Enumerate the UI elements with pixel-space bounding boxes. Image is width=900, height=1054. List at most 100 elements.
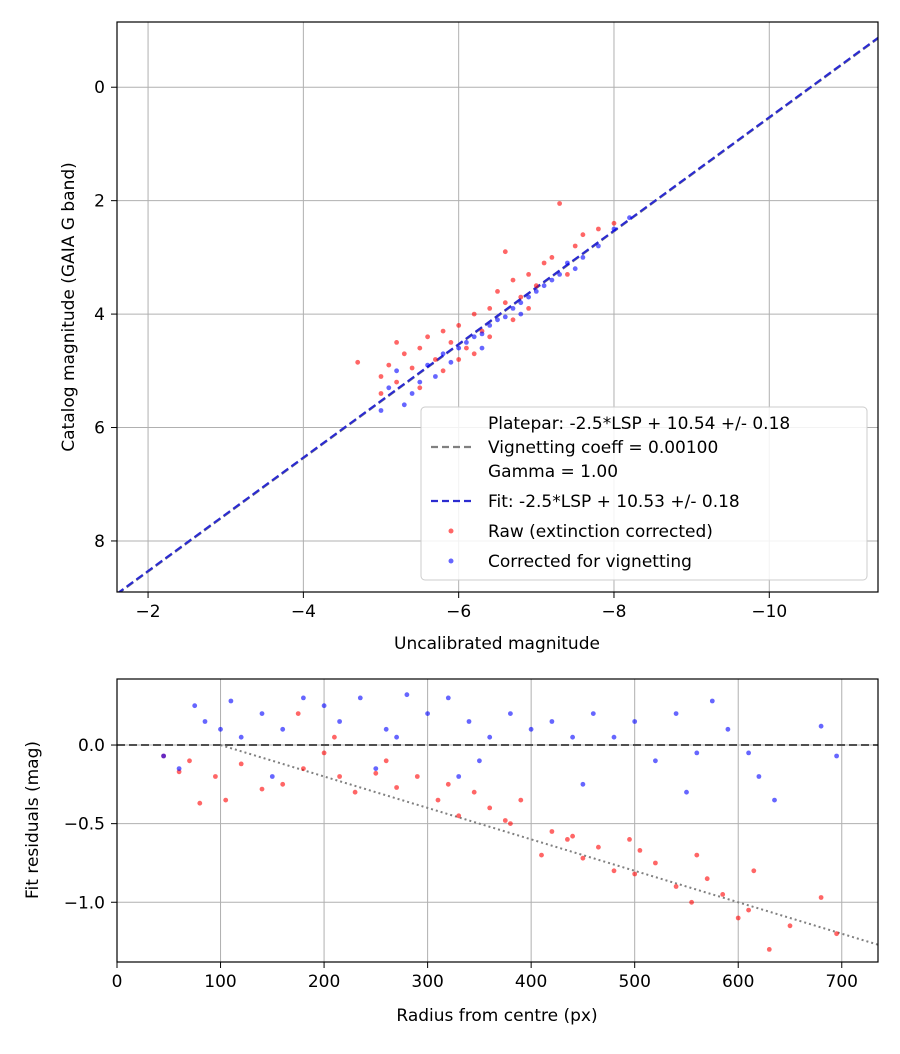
top-raw-point bbox=[394, 340, 399, 345]
bottom-raw-point bbox=[414, 774, 420, 779]
bottom-raw-point bbox=[632, 871, 638, 877]
bottom-corrected-point bbox=[383, 726, 389, 732]
top-x-tick-label: −4 bbox=[291, 602, 316, 622]
bottom-raw-point bbox=[435, 797, 441, 803]
bottom-y-tick-label: −0.5 bbox=[64, 815, 105, 835]
bottom-raw-point bbox=[704, 876, 710, 882]
top-corrected-point bbox=[479, 331, 485, 337]
bottom-corrected-point bbox=[694, 750, 700, 756]
bottom-xticks: 0 100 200 300 400 500 600 700 bbox=[112, 962, 858, 992]
legend-corrected-swatch bbox=[448, 558, 454, 564]
top-y-axis-label: Catalog magnitude (GAIA G band) bbox=[59, 162, 79, 452]
legend-raw-label: Raw (extinction corrected) bbox=[488, 522, 713, 542]
top-corrected-point bbox=[557, 272, 562, 277]
bottom-x-axis-label: Radius from centre (px) bbox=[396, 1006, 597, 1026]
top-x-tick-label: −6 bbox=[446, 602, 471, 622]
bottom-corrected-point bbox=[508, 711, 513, 716]
bottom-x-tick-label: 300 bbox=[411, 972, 443, 992]
bottom-panel: 0 100 200 300 400 500 600 700 0.0 −0.5 −1.0 Radiu… bbox=[23, 678, 879, 1026]
top-corrected-point bbox=[518, 300, 524, 306]
top-corrected-point bbox=[394, 368, 399, 374]
bottom-corrected-point bbox=[709, 698, 715, 704]
top-corrected-point bbox=[386, 385, 392, 391]
top-fit-lines bbox=[117, 36, 878, 592]
bottom-raw-point bbox=[746, 907, 751, 913]
top-corrected-point bbox=[627, 215, 632, 221]
top-x-axis-label: Uncalibrated magnitude bbox=[394, 634, 600, 654]
bottom-points bbox=[161, 692, 839, 952]
legend-gamma-label: Gamma = 1.00 bbox=[488, 462, 618, 482]
bottom-raw-point bbox=[238, 761, 244, 767]
bottom-raw-point bbox=[549, 829, 555, 834]
bottom-raw-point bbox=[187, 758, 192, 764]
bottom-y-axis-label: Fit residuals (mag) bbox=[23, 741, 43, 899]
top-corrected-point bbox=[596, 243, 601, 249]
bottom-raw-point bbox=[751, 868, 757, 874]
bottom-corrected-point bbox=[218, 726, 223, 732]
bottom-corrected-point bbox=[756, 774, 762, 779]
bottom-y-tick-label: −1.0 bbox=[64, 893, 105, 913]
top-corrected-point bbox=[417, 379, 423, 385]
bottom-raw-point bbox=[565, 837, 570, 842]
legend-fit-label: Fit: -2.5*LSP + 10.53 +/- 0.18 bbox=[488, 492, 740, 512]
bottom-raw-point bbox=[373, 770, 379, 776]
bottom-raw-point bbox=[720, 892, 726, 897]
bottom-raw-point bbox=[787, 923, 793, 929]
top-corrected-point bbox=[425, 362, 430, 368]
bottom-corrected-point bbox=[425, 711, 430, 716]
top-axes-frame bbox=[116, 21, 879, 593]
top-raw-point bbox=[409, 365, 415, 371]
bottom-corrected-point bbox=[321, 703, 327, 709]
bottom-corrected-point bbox=[684, 789, 689, 795]
top-corrected-point bbox=[487, 323, 493, 328]
top-raw-point bbox=[572, 243, 578, 249]
bottom-corrected-point bbox=[337, 719, 342, 724]
top-y-tick-label: 0 bbox=[94, 78, 105, 98]
bottom-x-tick-label: 600 bbox=[722, 972, 754, 992]
top-raw-point bbox=[355, 359, 361, 365]
bottom-raw-point bbox=[295, 711, 301, 716]
bottom-plot-area bbox=[117, 679, 878, 962]
bottom-raw-point bbox=[280, 781, 286, 787]
top-panel: −2 −4 −6 −8 −10 0 2 4 6 8 Uncalibrated magnitude… bbox=[59, 21, 879, 654]
top-raw-point bbox=[417, 345, 423, 351]
bottom-raw-point bbox=[653, 860, 658, 866]
top-yticks: 0 2 4 6 8 bbox=[94, 78, 117, 552]
bottom-corrected-point bbox=[590, 711, 596, 716]
legend-raw-swatch bbox=[448, 528, 454, 534]
top-raw-point bbox=[611, 220, 617, 226]
bottom-raw-point bbox=[471, 789, 477, 795]
bottom-x-tick-label: 400 bbox=[515, 972, 547, 992]
top-raw-point bbox=[495, 289, 500, 294]
top-y-tick-label: 2 bbox=[94, 192, 105, 212]
bottom-yticks: 0.0 −0.5 −1.0 bbox=[64, 736, 117, 913]
top-corrected-point bbox=[549, 277, 555, 283]
bottom-raw-point bbox=[223, 797, 229, 803]
bottom-corrected-point bbox=[192, 703, 198, 709]
top-corrected-point bbox=[541, 283, 547, 289]
bottom-raw-point bbox=[502, 818, 508, 823]
top-corrected-point bbox=[479, 345, 485, 351]
bottom-raw-point bbox=[394, 785, 399, 790]
top-raw-point bbox=[417, 385, 423, 391]
top-raw-point bbox=[378, 374, 384, 379]
top-raw-point bbox=[440, 368, 446, 374]
bottom-corrected-point bbox=[570, 734, 575, 740]
bottom-raw-point bbox=[694, 852, 700, 858]
bottom-raw-point bbox=[673, 884, 679, 889]
top-raw-point bbox=[433, 357, 438, 362]
bottom-raw-point bbox=[332, 734, 337, 740]
bottom-corrected-point bbox=[477, 758, 482, 764]
top-points bbox=[355, 201, 632, 413]
top-raw-point bbox=[526, 306, 531, 311]
top-corrected-point bbox=[464, 340, 469, 345]
top-raw-point bbox=[425, 334, 430, 340]
bottom-corrected-point bbox=[404, 692, 410, 698]
bottom-corrected-point bbox=[549, 719, 555, 724]
top-raw-point bbox=[448, 340, 454, 345]
top-corrected-point bbox=[518, 311, 524, 317]
top-y-tick-label: 4 bbox=[94, 305, 105, 325]
bottom-corrected-point bbox=[772, 797, 777, 803]
bottom-raw-point bbox=[352, 789, 358, 795]
